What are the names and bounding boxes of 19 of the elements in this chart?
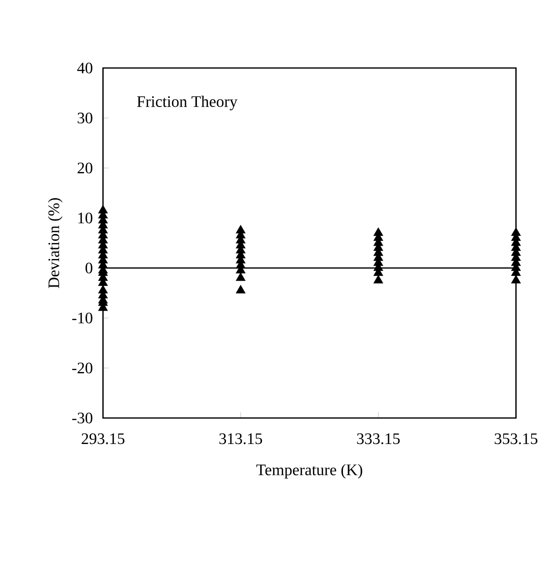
- x-axis-title: Temperature (K): [256, 464, 362, 479]
- y-tick-label: -10: [72, 312, 92, 324]
- point: [374, 275, 383, 284]
- x-tick-label: 353.15: [494, 433, 538, 444]
- point: [236, 285, 246, 294]
- y-tick-label: 30: [78, 112, 92, 124]
- point: [236, 272, 246, 281]
- point: [511, 275, 521, 284]
- x-tick-label: 313.15: [219, 433, 262, 444]
- y-tick-label: -30: [72, 412, 92, 424]
- y-tick-label: 20: [78, 162, 92, 174]
- annotation: Friction Theory: [137, 96, 238, 110]
- y-tick-label: 10: [78, 212, 92, 224]
- x-tick-label: 333.15: [357, 433, 400, 444]
- y-tick-label: 0: [86, 262, 92, 274]
- y-axis-title: Deviation (%): [48, 198, 62, 288]
- y-tick-label: -20: [72, 362, 92, 374]
- x-tick-label: 293.15: [82, 433, 124, 444]
- y-tick-label: 40: [77, 62, 92, 74]
